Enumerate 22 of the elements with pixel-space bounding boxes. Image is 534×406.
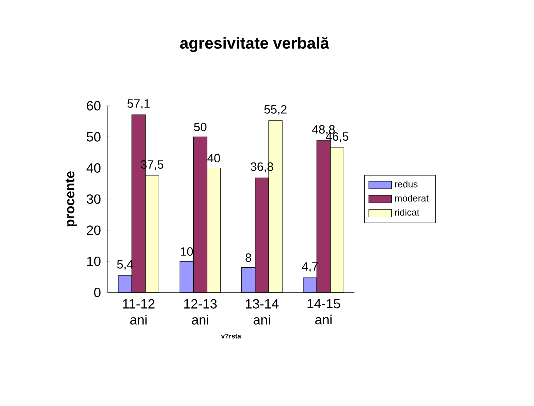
x-tick-label: 14-15 ani xyxy=(308,299,340,325)
y-tick-label: 0 xyxy=(94,288,101,298)
y-axis-title: procente xyxy=(66,172,78,227)
legend-label: ridicat xyxy=(395,209,420,216)
data-label: 10 xyxy=(181,247,194,256)
y-tick-label: 20 xyxy=(87,226,101,236)
data-label: 8 xyxy=(246,254,252,262)
chart-title: agresivitate verbală xyxy=(180,37,330,52)
legend-label: redus xyxy=(395,180,418,188)
x-tick-label: 13-14 ani xyxy=(246,299,279,325)
x-tick-label: 11-12 ani xyxy=(123,299,155,325)
data-label: 55,2 xyxy=(264,105,287,116)
y-tick-label: 60 xyxy=(87,101,101,111)
data-label: 40 xyxy=(208,154,220,163)
y-tick-label: 50 xyxy=(87,132,101,142)
x-tick-label: 12-13 ani xyxy=(184,299,217,325)
data-label: 50 xyxy=(194,123,207,132)
data-label: 57,1 xyxy=(128,100,150,110)
y-tick-label: 40 xyxy=(86,164,101,173)
y-tick-label: 10 xyxy=(87,256,101,266)
y-tick-label: 30 xyxy=(86,194,101,204)
legend-label: moderat xyxy=(395,194,429,202)
